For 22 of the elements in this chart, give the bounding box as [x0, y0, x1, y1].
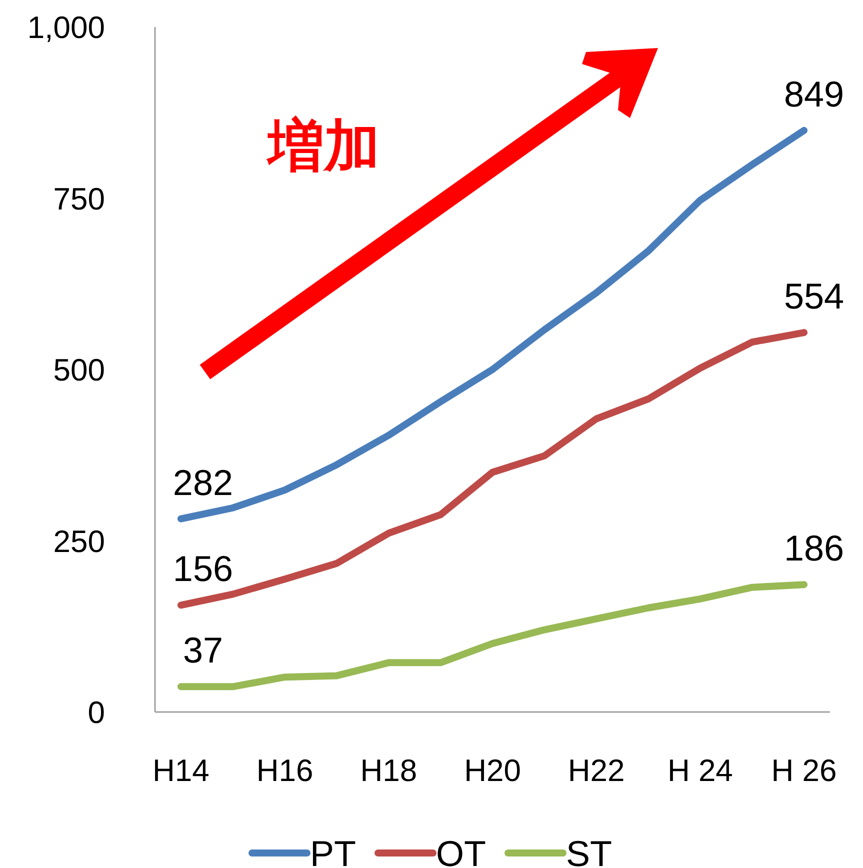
x-tick-label: H18 [360, 753, 418, 788]
x-tick-label: H16 [256, 753, 314, 788]
data-label: 156 [172, 548, 233, 590]
x-tick-label: H14 [152, 753, 210, 788]
x-tick-label: H20 [464, 753, 521, 788]
x-tick-label: H 26 [771, 753, 837, 788]
data-label: 282 [172, 462, 233, 503]
legend-label: OT [436, 833, 486, 868]
data-label: 554 [784, 276, 844, 317]
x-tick-label: H22 [568, 753, 625, 788]
legend-label: ST [566, 833, 612, 868]
y-tick-label: 500 [53, 352, 105, 388]
y-tick-label: 0 [88, 695, 105, 730]
annotation: 増加 [266, 114, 380, 177]
legend-label: PT [310, 833, 356, 868]
data-label: 186 [784, 528, 844, 569]
data-label: 849 [784, 73, 844, 114]
data-label: 37 [182, 630, 223, 671]
y-tick-label: 750 [53, 181, 105, 216]
y-tick-label: 250 [53, 524, 105, 559]
x-tick-label: H 24 [667, 753, 733, 788]
y-tick-label: 1,000 [27, 10, 105, 45]
